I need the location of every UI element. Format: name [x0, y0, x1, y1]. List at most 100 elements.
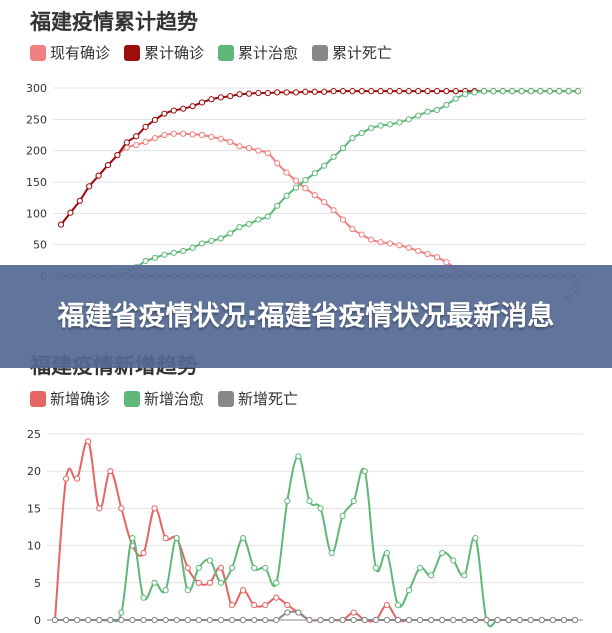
- data-point[interactable]: [527, 88, 535, 95]
- data-point[interactable]: [107, 616, 114, 624]
- data-point[interactable]: [433, 106, 441, 114]
- data-point[interactable]: [96, 505, 103, 512]
- data-point[interactable]: [162, 535, 169, 542]
- data-point[interactable]: [274, 160, 281, 167]
- data-point[interactable]: [368, 88, 375, 95]
- data-point[interactable]: [86, 183, 93, 190]
- data-point[interactable]: [129, 535, 136, 542]
- data-point[interactable]: [264, 150, 271, 157]
- data-point[interactable]: [461, 572, 468, 579]
- data-point[interactable]: [383, 549, 391, 557]
- data-point[interactable]: [96, 616, 103, 624]
- data-point[interactable]: [306, 497, 313, 505]
- data-point[interactable]: [217, 616, 225, 624]
- data-point[interactable]: [377, 239, 384, 246]
- data-point[interactable]: [236, 224, 243, 231]
- data-point[interactable]: [560, 616, 568, 624]
- data-point[interactable]: [57, 221, 65, 228]
- data-point[interactable]: [114, 151, 121, 159]
- data-point[interactable]: [284, 497, 291, 505]
- data-point[interactable]: [386, 88, 394, 95]
- data-point[interactable]: [74, 616, 81, 624]
- data-point[interactable]: [217, 235, 224, 242]
- data-point[interactable]: [118, 616, 125, 624]
- data-point[interactable]: [443, 259, 450, 266]
- data-point[interactable]: [349, 135, 356, 142]
- legend-item[interactable]: 新增治愈: [124, 388, 204, 409]
- data-point[interactable]: [217, 135, 224, 142]
- data-point[interactable]: [118, 609, 125, 616]
- data-point[interactable]: [251, 564, 258, 572]
- data-point[interactable]: [405, 244, 412, 251]
- data-point[interactable]: [180, 105, 187, 112]
- data-point[interactable]: [208, 133, 215, 140]
- data-point[interactable]: [262, 602, 269, 609]
- data-point[interactable]: [239, 616, 247, 624]
- data-point[interactable]: [321, 88, 328, 95]
- data-point[interactable]: [424, 88, 431, 95]
- data-point[interactable]: [283, 169, 290, 176]
- data-point[interactable]: [151, 616, 158, 624]
- data-point[interactable]: [361, 616, 368, 624]
- data-point[interactable]: [251, 616, 258, 624]
- data-point[interactable]: [311, 192, 318, 199]
- data-point[interactable]: [549, 616, 556, 624]
- data-point[interactable]: [198, 240, 206, 247]
- data-point[interactable]: [405, 88, 412, 95]
- data-point[interactable]: [142, 138, 149, 145]
- data-point[interactable]: [180, 130, 187, 137]
- data-point[interactable]: [195, 579, 202, 586]
- data-point[interactable]: [151, 116, 159, 124]
- data-point[interactable]: [255, 89, 262, 97]
- data-point[interactable]: [245, 220, 253, 228]
- data-point[interactable]: [405, 616, 413, 624]
- data-point[interactable]: [490, 88, 497, 95]
- data-point[interactable]: [386, 121, 394, 128]
- data-point[interactable]: [396, 242, 403, 249]
- data-point[interactable]: [405, 587, 413, 594]
- data-point[interactable]: [368, 236, 375, 243]
- data-point[interactable]: [505, 616, 512, 624]
- data-point[interactable]: [206, 557, 213, 564]
- data-point[interactable]: [394, 616, 402, 624]
- data-point[interactable]: [339, 145, 347, 152]
- data-point[interactable]: [62, 616, 70, 624]
- data-point[interactable]: [161, 110, 168, 117]
- data-point[interactable]: [189, 131, 196, 138]
- data-point[interactable]: [383, 616, 391, 624]
- data-point[interactable]: [295, 609, 302, 616]
- data-point[interactable]: [330, 88, 337, 95]
- data-point[interactable]: [361, 468, 368, 475]
- data-point[interactable]: [239, 535, 247, 542]
- data-point[interactable]: [151, 254, 159, 261]
- data-point[interactable]: [358, 130, 365, 137]
- data-point[interactable]: [415, 88, 422, 95]
- data-point[interactable]: [350, 616, 357, 624]
- data-point[interactable]: [184, 564, 191, 572]
- data-point[interactable]: [189, 103, 196, 110]
- data-point[interactable]: [386, 240, 394, 247]
- data-point[interactable]: [67, 209, 74, 216]
- data-point[interactable]: [236, 91, 243, 98]
- data-point[interactable]: [311, 88, 318, 95]
- data-point[interactable]: [350, 609, 357, 616]
- data-point[interactable]: [118, 505, 125, 512]
- data-point[interactable]: [383, 602, 391, 609]
- data-point[interactable]: [217, 564, 225, 572]
- data-point[interactable]: [140, 549, 147, 557]
- data-point[interactable]: [140, 594, 147, 601]
- data-point[interactable]: [292, 184, 300, 191]
- data-point[interactable]: [151, 579, 158, 586]
- data-point[interactable]: [546, 88, 553, 95]
- data-point[interactable]: [428, 572, 435, 579]
- data-point[interactable]: [394, 602, 402, 609]
- data-point[interactable]: [439, 549, 446, 557]
- data-point[interactable]: [273, 616, 280, 624]
- data-point[interactable]: [283, 192, 290, 199]
- data-point[interactable]: [264, 89, 271, 97]
- data-point[interactable]: [255, 216, 262, 223]
- data-point[interactable]: [396, 119, 403, 126]
- data-point[interactable]: [443, 101, 450, 109]
- data-point[interactable]: [195, 616, 202, 624]
- data-point[interactable]: [170, 107, 177, 114]
